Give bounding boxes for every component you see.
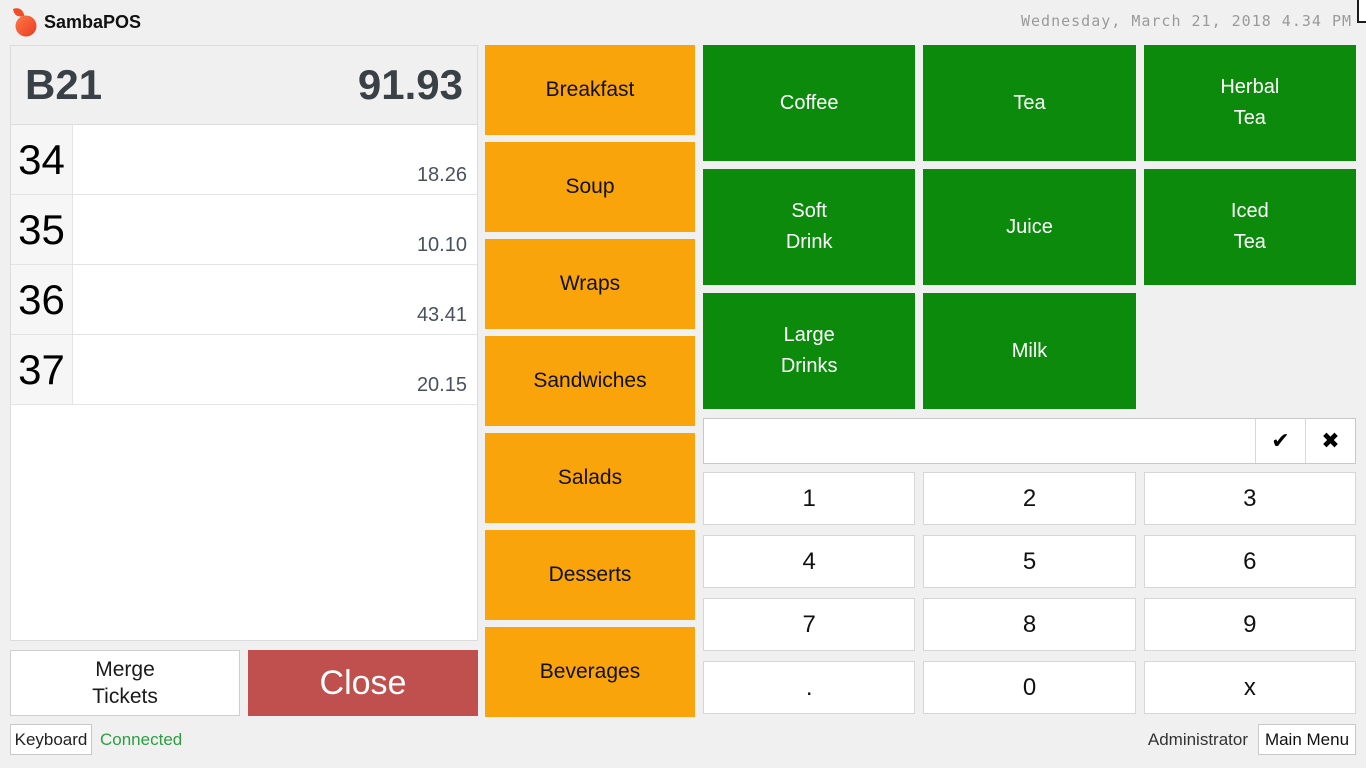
key-2[interactable]: 2	[923, 472, 1136, 525]
category-desserts[interactable]: Desserts	[485, 530, 695, 620]
line-amount: 10.10	[416, 234, 467, 256]
current-user-label: Administrator	[1147, 730, 1248, 749]
line-amount: 20.15	[416, 374, 467, 396]
confirm-button[interactable]: ✔	[1255, 419, 1305, 463]
product-milk[interactable]: Milk	[923, 293, 1136, 409]
numpad-input[interactable]	[704, 419, 1255, 463]
ticket-total: 91.93	[357, 61, 463, 108]
ticket-line-row[interactable]: 36 43.41	[11, 265, 477, 335]
sambapos-logo-icon	[10, 7, 38, 37]
ticket-line-row[interactable]: 35 10.10	[11, 195, 477, 265]
x-icon: ✖	[1321, 428, 1340, 453]
ticket-lines-list: 34 18.26 35 10.10 36 43.41 37 20.15	[10, 125, 478, 641]
product-herbal-tea[interactable]: Herbal Tea	[1143, 45, 1356, 161]
category-menu: Breakfast Soup Wraps Sandwiches Salads D…	[485, 45, 695, 717]
category-breakfast[interactable]: Breakfast	[485, 45, 695, 135]
main-menu-button[interactable]: Main Menu	[1258, 724, 1356, 755]
key-1[interactable]: 1	[703, 472, 916, 525]
product-coffee[interactable]: Coffee	[703, 45, 916, 161]
product-soft-drink[interactable]: Soft Drink	[703, 169, 916, 285]
key-4[interactable]: 4	[703, 535, 916, 588]
key-9[interactable]: 9	[1143, 598, 1356, 651]
line-quantity: 37	[11, 335, 73, 404]
line-quantity: 34	[11, 125, 73, 194]
keyboard-button[interactable]: Keyboard	[10, 724, 92, 755]
product-juice[interactable]: Juice	[923, 169, 1136, 285]
key-0[interactable]: 0	[923, 661, 1136, 714]
ticket-id: B21	[25, 61, 103, 108]
category-wraps[interactable]: Wraps	[485, 239, 695, 329]
connection-status: Connected	[100, 730, 183, 749]
line-quantity: 35	[11, 195, 73, 264]
key-6[interactable]: 6	[1143, 535, 1356, 588]
key-multiply[interactable]: x	[1143, 661, 1356, 714]
line-amount: 43.41	[416, 304, 467, 326]
category-salads[interactable]: Salads	[485, 433, 695, 523]
category-sandwiches[interactable]: Sandwiches	[485, 336, 695, 426]
category-beverages[interactable]: Beverages	[485, 627, 695, 717]
close-button[interactable]: Close	[248, 650, 478, 716]
key-3[interactable]: 3	[1143, 472, 1356, 525]
line-amount: 18.26	[416, 164, 467, 186]
product-grid: Coffee Tea Herbal Tea Soft Drink Juice I…	[703, 45, 1356, 409]
top-bar: SambaPOS Wednesday, March 21, 2018 4.34 …	[0, 0, 1366, 42]
key-8[interactable]: 8	[923, 598, 1136, 651]
ticket-list-empty-area	[11, 405, 477, 640]
product-tea[interactable]: Tea	[923, 45, 1136, 161]
screen-corner-artifact	[1357, 0, 1366, 23]
check-icon: ✔	[1271, 428, 1290, 453]
ticket-line-row[interactable]: 37 20.15	[11, 335, 477, 405]
key-5[interactable]: 5	[923, 535, 1136, 588]
category-soup[interactable]: Soup	[485, 142, 695, 232]
merge-tickets-button[interactable]: Merge Tickets	[10, 650, 240, 716]
numeric-keypad: 1 2 3 4 5 6 7 8 9 . 0 x	[703, 472, 1356, 714]
line-quantity: 36	[11, 265, 73, 334]
app-title: SambaPOS	[44, 11, 142, 32]
cancel-button[interactable]: ✖	[1305, 419, 1355, 463]
datetime-display: Wednesday, March 21, 2018 4.34 PM	[1020, 12, 1352, 30]
key-decimal[interactable]: .	[703, 661, 916, 714]
ticket-header: B21 91.93	[10, 45, 478, 125]
product-iced-tea[interactable]: Iced Tea	[1143, 169, 1356, 285]
numpad-entry-bar: ✔ ✖	[703, 418, 1356, 464]
product-large-drinks[interactable]: Large Drinks	[703, 293, 916, 409]
ticket-line-row[interactable]: 34 18.26	[11, 125, 477, 195]
brand: SambaPOS	[10, 7, 141, 37]
key-7[interactable]: 7	[703, 598, 916, 651]
